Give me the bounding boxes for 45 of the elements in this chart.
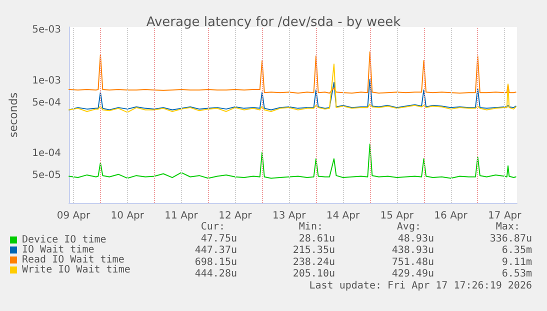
line-series (68, 51, 516, 94)
x-tick-label: 14 Apr (326, 210, 360, 222)
y-tick-label: 5e-03 (32, 24, 61, 36)
x-tick-label: 15 Apr (380, 210, 414, 222)
legend-label: Write IO Wait time (22, 264, 130, 276)
text: Avg: (396, 222, 421, 232)
x-tick-label: 17 Apr (488, 210, 522, 222)
legend-label: Read IO Wait time (22, 254, 124, 266)
y-tick-label: 5e-04 (32, 97, 61, 108)
x-tick-label: 11 Apr (164, 210, 199, 222)
text: 698.15u (194, 256, 237, 268)
line-series (68, 78, 516, 110)
text: 205.10u (292, 268, 335, 280)
legend-label: IO Wait time (22, 244, 94, 256)
text: Min: (298, 222, 323, 232)
text: 6.35m (502, 245, 532, 256)
text: Max: (496, 222, 520, 232)
y-tick-label: 1e-03 (32, 75, 61, 86)
text: 47.75u (200, 234, 237, 244)
y-axis-title: seconds (7, 92, 20, 138)
x-tick-label: 09 Apr (56, 210, 91, 222)
y-tick-label: 1e-04 (32, 148, 61, 160)
line-series (68, 144, 516, 179)
x-tick-label: 13 Apr (272, 210, 307, 222)
legend-label: Device IO time (22, 234, 106, 246)
chart-title: Average latency for /dev/sda - by week (146, 15, 402, 30)
text: 215.35u (292, 245, 335, 256)
text: 751.48u (392, 256, 434, 268)
text: 238.24u (292, 256, 335, 268)
text: 444.28u (194, 268, 237, 280)
text: 9.11m (502, 256, 532, 268)
text: 336.87u (490, 234, 532, 244)
text: 6.53m (502, 268, 532, 280)
x-tick-label: 12 Apr (218, 210, 253, 222)
text: 48.93u (398, 234, 434, 244)
text: 438.93u (392, 245, 434, 256)
text: Last update: Fri Apr 17 17:26:19 2026 (309, 280, 532, 292)
y-tick-label: 5e-05 (32, 170, 61, 182)
x-tick-label: 16 Apr (434, 210, 468, 222)
line-series (68, 64, 516, 113)
text: 447.37u (194, 245, 237, 256)
text: Cur: (200, 222, 225, 232)
x-tick-label: 10 Apr (110, 210, 145, 222)
text: 429.49u (392, 268, 434, 280)
text: 28.61u (298, 234, 335, 244)
